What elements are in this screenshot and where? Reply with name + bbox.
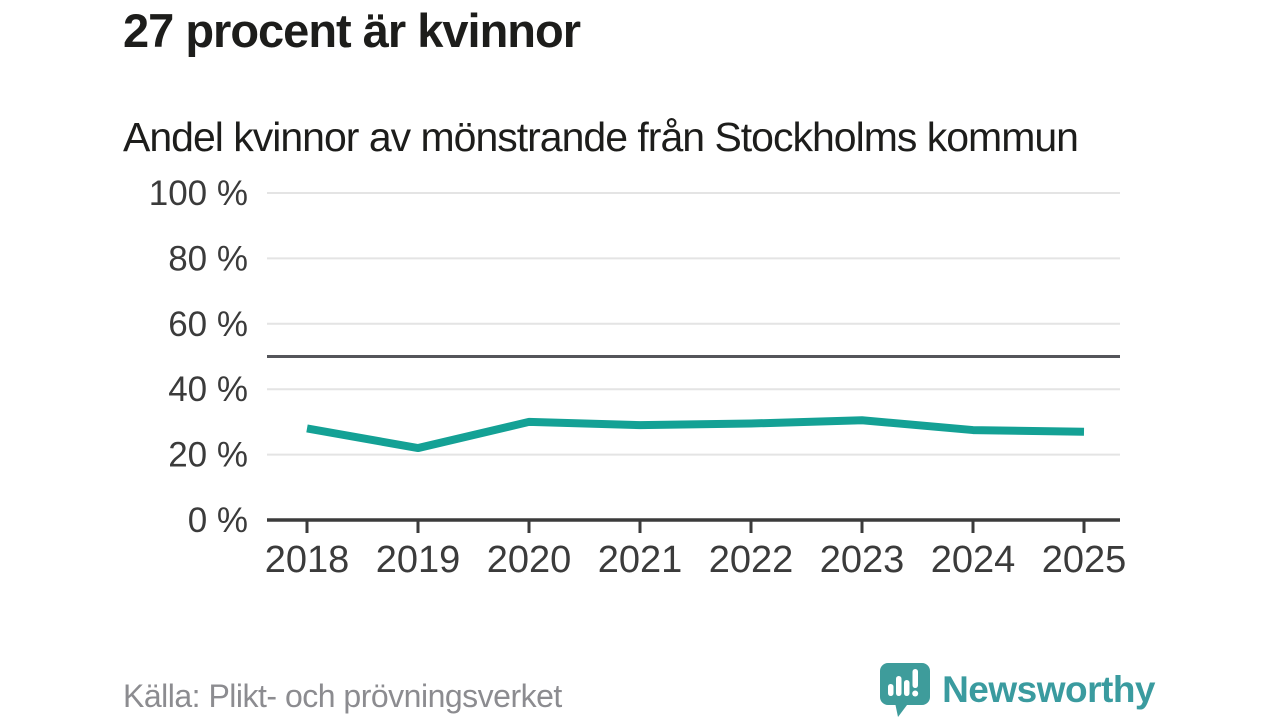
line-chart: 0 % 20 % 40 % 60 % 80 % 100 % 2018 2019 2020 2021… (149, 174, 1127, 581)
x-tick-label: 2025 (1042, 539, 1127, 581)
logo-exclamation-dot (912, 690, 919, 697)
logo-exclamation-bar (912, 669, 919, 688)
brand-name: Newsworthy (942, 669, 1155, 710)
x-tick-label: 2021 (598, 539, 683, 581)
x-tick-label: 2024 (931, 539, 1016, 581)
x-tick-label: 2023 (820, 539, 905, 581)
y-tick-label: 20 % (168, 436, 248, 475)
x-tick-label: 2020 (487, 539, 572, 581)
chart-title: 27 procent är kvinnor (123, 4, 581, 57)
data-line (306, 416, 1085, 453)
newsworthy-logo-icon (880, 663, 931, 717)
x-tick-label: 2022 (709, 539, 794, 581)
chart-subtitle: Andel kvinnor av mönstrande från Stockho… (123, 114, 1079, 160)
brand-logo: Newsworthy (879, 662, 1155, 718)
logo-bar-3 (904, 680, 910, 696)
y-tick-label: 60 % (168, 305, 248, 344)
logo-bar-1 (888, 684, 894, 696)
source-note: Källa: Plikt- och prövningsverket (123, 678, 562, 714)
logo-bar-2 (896, 676, 902, 696)
x-tick-label: 2019 (376, 539, 461, 581)
y-tick-label: 40 % (168, 370, 248, 409)
x-tick-label: 2018 (265, 539, 350, 581)
y-tick-label: 100 % (149, 174, 248, 213)
y-tick-label: 80 % (168, 239, 248, 278)
y-tick-label: 0 % (188, 501, 248, 540)
